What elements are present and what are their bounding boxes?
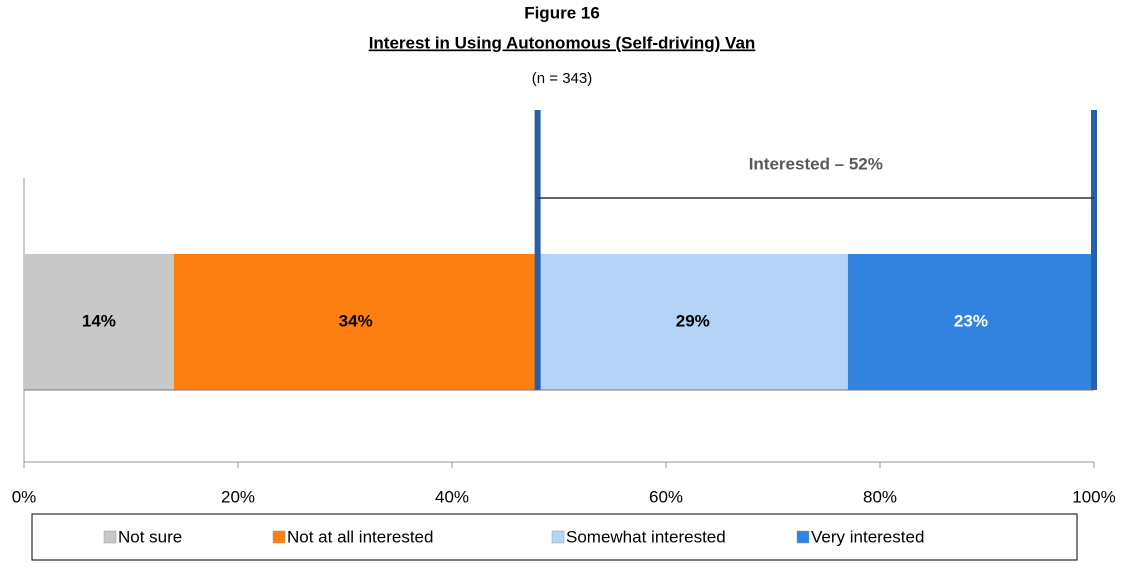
- x-tick-label: 40%: [435, 487, 469, 506]
- x-tick-label: 0%: [12, 487, 37, 506]
- chart-subtitle: Interest in Using Autonomous (Self-drivi…: [369, 33, 756, 52]
- legend-box: [31, 513, 1078, 561]
- x-tick-label: 80%: [863, 487, 897, 506]
- annotation: Interested – 52%: [749, 154, 883, 173]
- legend-swatch: [796, 530, 810, 544]
- legend-swatch: [103, 530, 117, 544]
- bar-segment: [24, 254, 174, 390]
- sample-note: (n = 343): [532, 70, 592, 87]
- value-label: 14%: [82, 311, 116, 330]
- x-tick-label: 20%: [221, 487, 255, 506]
- bar-segment: [847, 254, 1094, 390]
- legend-swatch: [551, 530, 565, 544]
- legend-label: Very interested: [811, 527, 924, 546]
- legend-label: Not sure: [118, 527, 182, 546]
- x-tick-label: 100%: [1072, 487, 1115, 506]
- legend-label: Not at all interested: [287, 527, 433, 546]
- value-label: 23%: [954, 311, 988, 330]
- chart-title: Figure 16: [524, 3, 600, 22]
- bar-segment: [173, 254, 538, 390]
- bar-segment: [537, 254, 848, 390]
- value-label: 34%: [339, 311, 373, 330]
- x-tick-label: 60%: [649, 487, 683, 506]
- value-label: 29%: [676, 311, 710, 330]
- legend-label: Somewhat interested: [566, 527, 726, 546]
- legend-swatch: [272, 530, 286, 544]
